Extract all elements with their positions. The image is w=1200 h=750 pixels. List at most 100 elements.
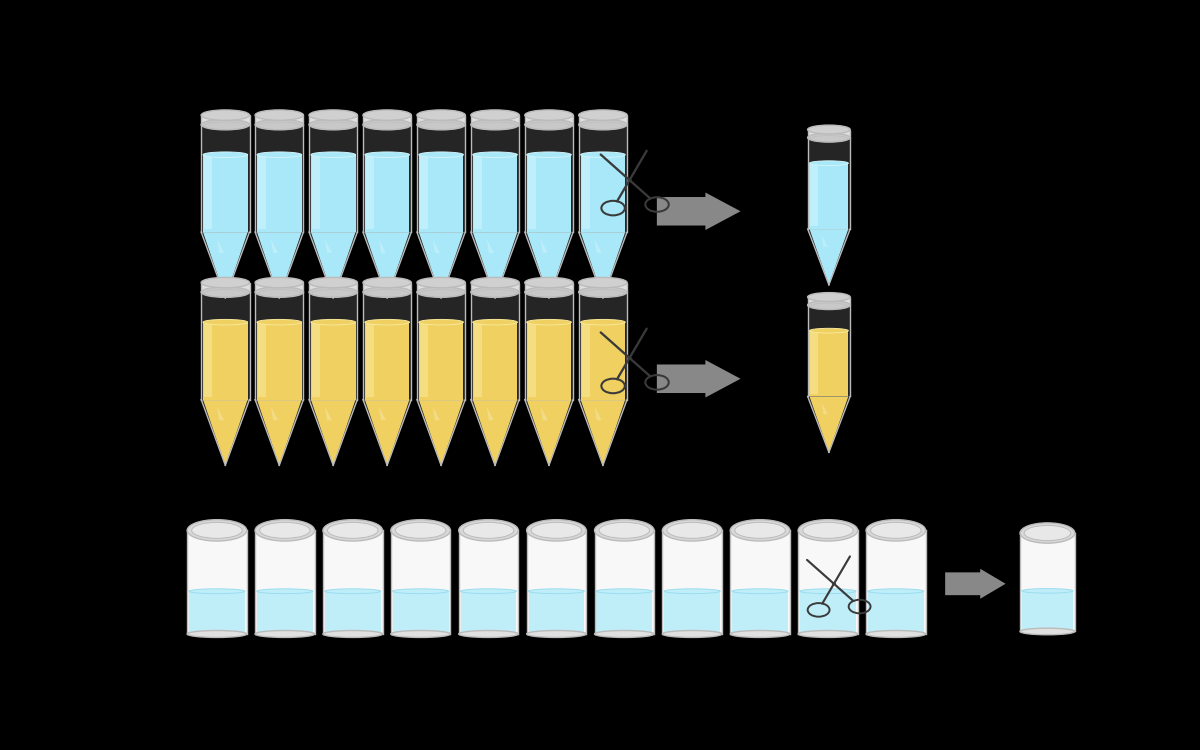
Ellipse shape [578,119,628,130]
Polygon shape [310,115,358,125]
Polygon shape [379,239,386,253]
Ellipse shape [665,589,720,594]
Ellipse shape [731,631,790,638]
Polygon shape [419,232,463,298]
Polygon shape [202,283,250,292]
Ellipse shape [192,522,242,538]
Ellipse shape [470,119,520,130]
Polygon shape [470,292,520,400]
Ellipse shape [734,522,785,538]
Polygon shape [310,124,358,232]
Polygon shape [362,283,412,292]
Polygon shape [420,324,428,397]
Polygon shape [732,591,788,634]
Ellipse shape [259,522,310,538]
Polygon shape [581,322,625,400]
Polygon shape [461,591,516,634]
Polygon shape [202,232,250,298]
Polygon shape [474,324,482,397]
Polygon shape [257,322,301,400]
Polygon shape [362,124,412,232]
Ellipse shape [810,160,848,166]
Ellipse shape [1020,523,1075,543]
Polygon shape [458,530,518,634]
Polygon shape [311,400,355,465]
Ellipse shape [325,632,380,637]
Ellipse shape [365,320,409,325]
Ellipse shape [256,278,304,288]
Ellipse shape [470,278,520,288]
Polygon shape [257,232,301,298]
Ellipse shape [202,287,250,297]
Polygon shape [419,322,463,400]
Polygon shape [217,239,224,253]
Ellipse shape [392,632,449,637]
Polygon shape [528,324,536,397]
Polygon shape [656,360,740,398]
Polygon shape [524,115,574,125]
Polygon shape [524,124,574,232]
Ellipse shape [416,278,466,288]
Polygon shape [310,292,358,400]
Ellipse shape [808,125,850,134]
Polygon shape [416,232,466,298]
Ellipse shape [311,320,355,325]
Polygon shape [486,406,494,420]
Ellipse shape [596,632,653,637]
Polygon shape [810,331,848,397]
Polygon shape [800,591,856,634]
Polygon shape [808,229,850,285]
Polygon shape [202,124,250,232]
Ellipse shape [362,287,412,297]
Ellipse shape [732,632,788,637]
Ellipse shape [470,287,520,297]
Ellipse shape [365,152,409,157]
Polygon shape [256,400,304,465]
Polygon shape [362,400,412,465]
Polygon shape [578,124,628,232]
Polygon shape [581,400,625,465]
Polygon shape [1020,533,1075,632]
Polygon shape [808,305,850,397]
Polygon shape [578,283,628,292]
Polygon shape [256,283,304,292]
Ellipse shape [257,589,313,594]
Polygon shape [204,324,212,397]
Ellipse shape [578,110,628,120]
Ellipse shape [1022,589,1073,593]
Polygon shape [362,232,412,298]
Polygon shape [596,591,653,634]
Ellipse shape [578,278,628,288]
Ellipse shape [419,320,463,325]
Polygon shape [527,530,586,634]
Polygon shape [366,157,374,230]
Ellipse shape [866,520,925,541]
Polygon shape [822,402,828,414]
Ellipse shape [463,522,514,538]
Polygon shape [473,322,517,400]
Ellipse shape [256,520,314,541]
Polygon shape [470,283,520,292]
Polygon shape [365,322,409,400]
Ellipse shape [458,520,518,541]
Ellipse shape [524,278,574,288]
Polygon shape [257,591,313,634]
Ellipse shape [808,292,850,302]
Polygon shape [486,239,494,253]
Polygon shape [362,292,412,400]
Polygon shape [420,157,428,230]
Ellipse shape [395,522,446,538]
Ellipse shape [473,320,517,325]
Polygon shape [470,115,520,125]
Polygon shape [416,400,466,465]
Polygon shape [528,157,536,230]
Ellipse shape [310,119,358,130]
Ellipse shape [203,152,247,157]
Polygon shape [470,232,520,298]
Polygon shape [416,115,466,125]
Polygon shape [433,239,440,253]
Ellipse shape [416,287,466,297]
Polygon shape [808,297,850,305]
Ellipse shape [578,287,628,297]
Polygon shape [731,530,790,634]
